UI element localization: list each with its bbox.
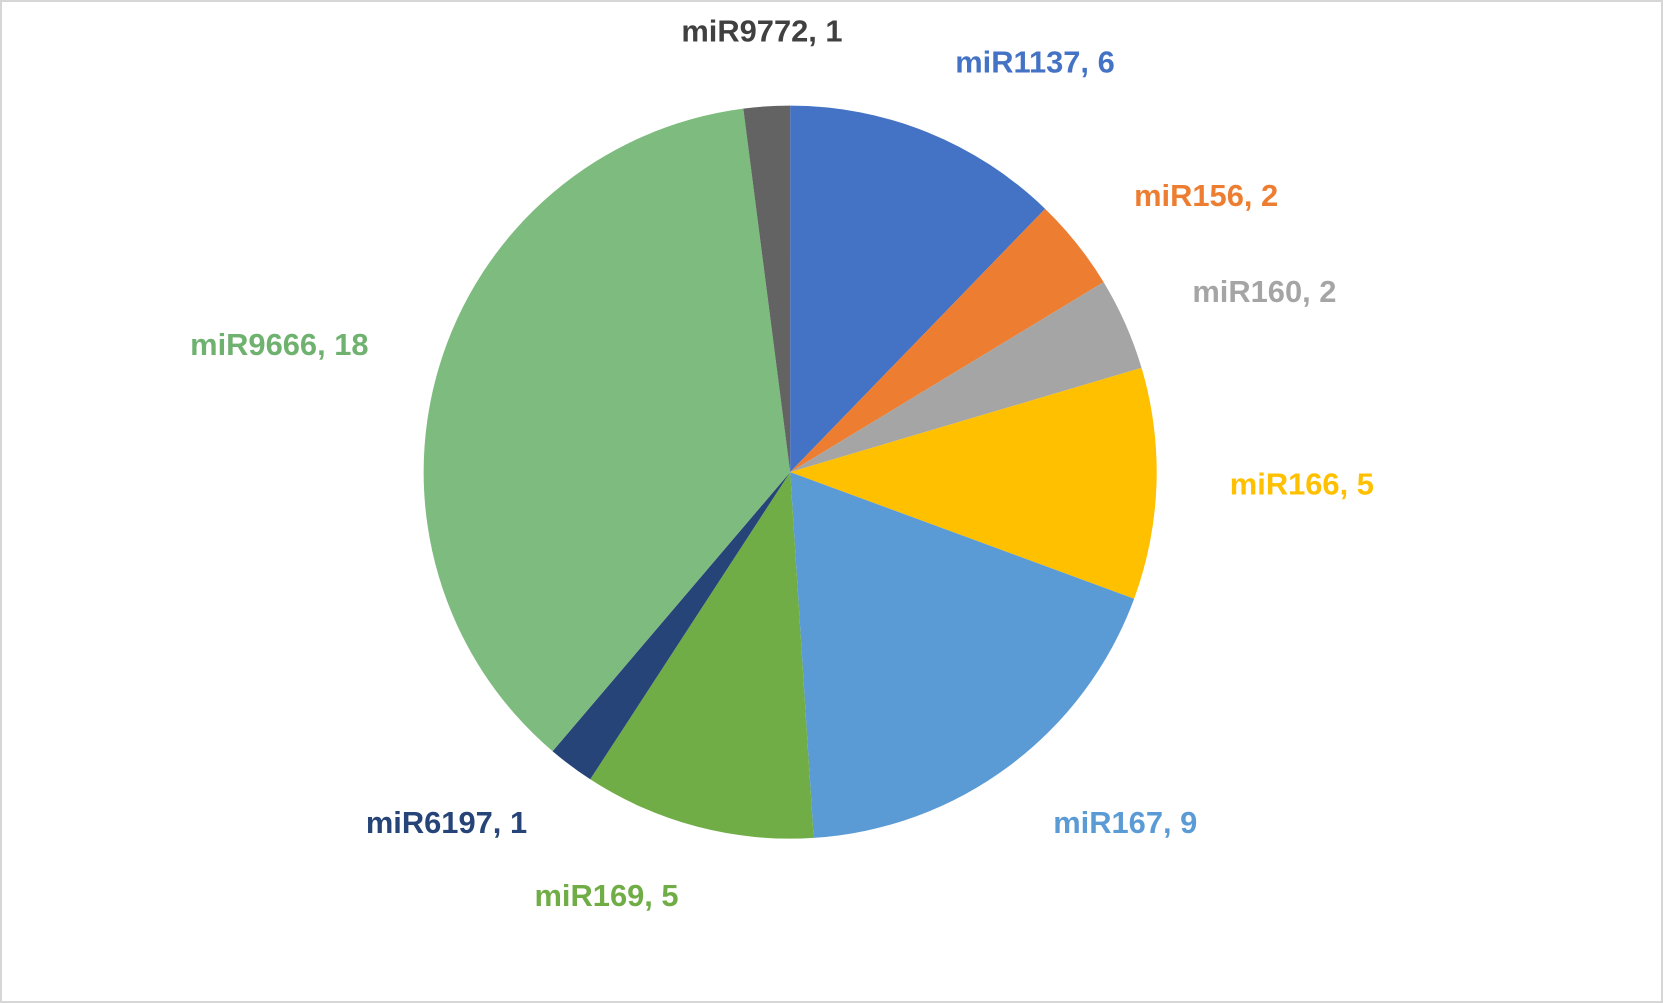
data-label-miR1137: miR1137, 6 [955, 45, 1115, 80]
pie-slice-miR6197 [552, 472, 791, 780]
pie-slice-miR167 [790, 472, 1135, 838]
data-label-miR167: miR167, 9 [1053, 805, 1197, 840]
pie-slice-miR156 [790, 208, 1104, 473]
data-label-miR169: miR169, 5 [535, 878, 679, 913]
data-label-miR9666: miR9666, 18 [190, 327, 368, 362]
data-label-miR160: miR160, 2 [1192, 274, 1336, 309]
data-label-miR166: miR166, 5 [1230, 466, 1374, 501]
pie-slice-miR169 [590, 472, 814, 839]
pie-slice-miR1137 [790, 105, 1046, 473]
data-label-miR6197: miR6197, 1 [366, 805, 527, 840]
pie-slice-miR9666 [423, 108, 791, 752]
pie-slice-miR160 [790, 282, 1142, 473]
data-label-miR9772: miR9772, 1 [681, 13, 842, 48]
pie-slice-miR166 [790, 367, 1157, 599]
data-label-miR156: miR156, 2 [1134, 178, 1278, 213]
pie-slice-miR9772 [743, 105, 791, 473]
